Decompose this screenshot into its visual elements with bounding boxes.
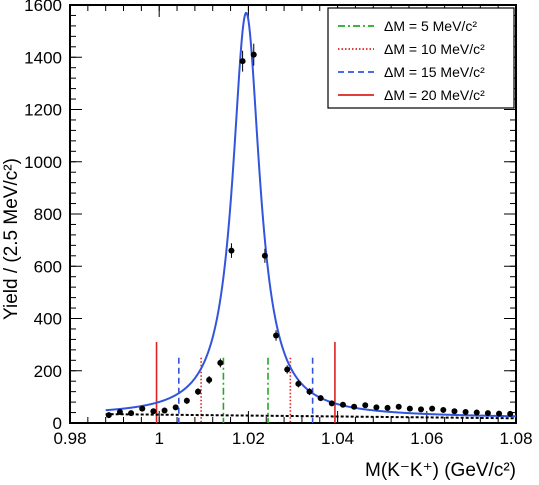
x-tick-label: 1 — [154, 429, 163, 448]
x-tick-label: 0.98 — [53, 429, 86, 448]
data-point — [250, 51, 257, 58]
x-axis-title: M(K⁻K⁺) (GeV/c²) — [365, 460, 516, 481]
data-point — [206, 376, 213, 383]
data-point — [172, 404, 179, 411]
data-point — [161, 407, 168, 414]
legend-entry: ΔM = 10 MeV/c² — [384, 41, 485, 57]
data-point — [395, 403, 402, 410]
y-tick-label: 0 — [53, 414, 62, 433]
y-axis-title: Yield / (2.5 MeV/c²) — [1, 158, 22, 320]
data-point — [273, 332, 280, 339]
legend-entry: ΔM = 15 MeV/c² — [384, 64, 485, 80]
x-tick-label: 1.02 — [232, 429, 265, 448]
x-tick-label: 1.08 — [499, 429, 532, 448]
y-tick-label: 1200 — [24, 101, 62, 120]
data-point — [418, 406, 425, 413]
data-point — [150, 408, 157, 415]
data-point — [139, 405, 146, 412]
data-point — [406, 405, 413, 412]
data-point — [284, 366, 291, 373]
x-tick-label: 1.04 — [321, 429, 354, 448]
data-point — [228, 247, 235, 254]
data-point — [507, 410, 514, 417]
data-point — [496, 410, 503, 417]
data-point — [217, 359, 224, 366]
background-fit-curve — [105, 413, 517, 420]
legend-entry: ΔM = 5 MeV/c² — [384, 18, 477, 34]
y-tick-label: 600 — [34, 257, 62, 276]
data-point — [239, 58, 246, 65]
data-point — [295, 380, 302, 387]
data-point — [362, 402, 369, 409]
data-point — [195, 388, 202, 395]
data-point — [440, 406, 447, 413]
data-point — [373, 404, 380, 411]
data-point — [261, 252, 268, 259]
y-tick-label: 200 — [34, 362, 62, 381]
data-point — [128, 410, 135, 417]
y-tick-label: 1600 — [24, 0, 62, 15]
data-point — [183, 397, 190, 404]
x-tick-label: 1.06 — [410, 429, 443, 448]
data-point — [317, 395, 324, 402]
data-point — [462, 409, 469, 416]
data-point — [473, 409, 480, 416]
legend-entry: ΔM = 20 MeV/c² — [384, 87, 485, 103]
data-point — [105, 412, 112, 419]
y-tick-label: 1400 — [24, 48, 62, 67]
data-point — [351, 403, 358, 410]
y-tick-label: 800 — [34, 205, 62, 224]
y-tick-label: 1000 — [24, 153, 62, 172]
data-point — [451, 408, 458, 415]
data-point — [484, 410, 491, 417]
data-point — [306, 388, 313, 395]
legend: ΔM = 5 MeV/c² ΔM = 10 MeV/c² ΔM = 15 MeV/c… — [327, 7, 515, 109]
data-point — [339, 401, 346, 408]
data-point — [116, 409, 123, 416]
data-point — [328, 400, 335, 407]
y-tick-label: 400 — [34, 310, 62, 329]
data-point — [429, 405, 436, 412]
data-point — [384, 404, 391, 411]
legend-box — [327, 7, 515, 109]
